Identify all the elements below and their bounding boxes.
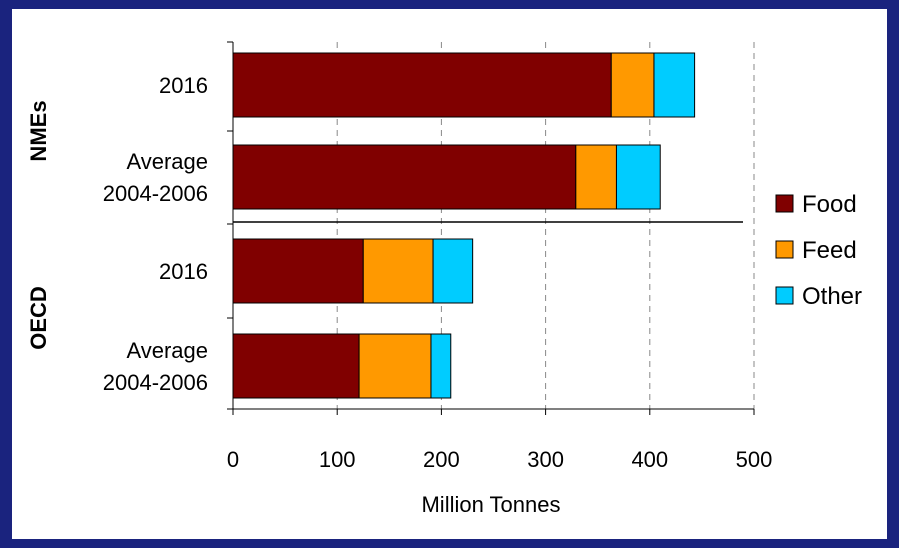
category-label: 2016 <box>159 259 208 284</box>
axes <box>227 41 755 415</box>
x-tick-label: 100 <box>319 447 356 472</box>
category-label-line: Average <box>126 149 208 174</box>
legend-label-other: Other <box>802 283 862 310</box>
x-tick-label: 0 <box>227 447 239 472</box>
legend-swatch-other <box>775 286 794 305</box>
bar-feed <box>610 52 655 118</box>
bar-other <box>653 52 696 118</box>
category-label-line: Average <box>126 338 208 363</box>
bar-feed <box>362 238 434 304</box>
category-label-line: 2004-2006 <box>103 181 208 206</box>
x-tick-label: 300 <box>527 447 564 472</box>
bar-food <box>232 144 577 210</box>
bar-feed <box>575 144 617 210</box>
legend: Food Feed Other <box>775 191 862 310</box>
category-label-line: 2004-2006 <box>103 370 208 395</box>
category-label-line: 2016 <box>159 259 208 284</box>
legend-label-food: Food <box>802 191 857 218</box>
bar-food <box>232 238 364 304</box>
bar-feed <box>358 333 432 399</box>
group-labels: NMEs OECD <box>26 100 51 349</box>
category-label: Average 2004-2006 <box>103 149 208 206</box>
legend-swatch-food <box>775 194 794 213</box>
chart-frame: 0 100 200 300 400 500 2016 Average 2004-2006 201… <box>12 9 887 539</box>
bar-other <box>430 333 452 399</box>
legend-swatch-feed <box>775 240 794 259</box>
bars <box>232 52 696 399</box>
group-label-oecd: OECD <box>26 286 51 350</box>
bar-other <box>615 144 661 210</box>
x-tick-label: 500 <box>736 447 773 472</box>
bar-food <box>232 52 612 118</box>
group-label-nmes: NMEs <box>26 100 51 161</box>
x-tick-label: 400 <box>631 447 668 472</box>
category-label: Average 2004-2006 <box>103 338 208 395</box>
x-tick-labels: 0 100 200 300 400 500 <box>227 447 772 472</box>
x-tick-label: 200 <box>423 447 460 472</box>
bar-food <box>232 333 360 399</box>
category-labels: 2016 Average 2004-2006 2016 Average 2004-2006 <box>103 73 208 395</box>
x-axis-title: Million Tonnes <box>421 492 560 517</box>
category-label-line: 2016 <box>159 73 208 98</box>
category-label: 2016 <box>159 73 208 98</box>
legend-label-feed: Feed <box>802 237 857 264</box>
bar-other <box>432 238 474 304</box>
